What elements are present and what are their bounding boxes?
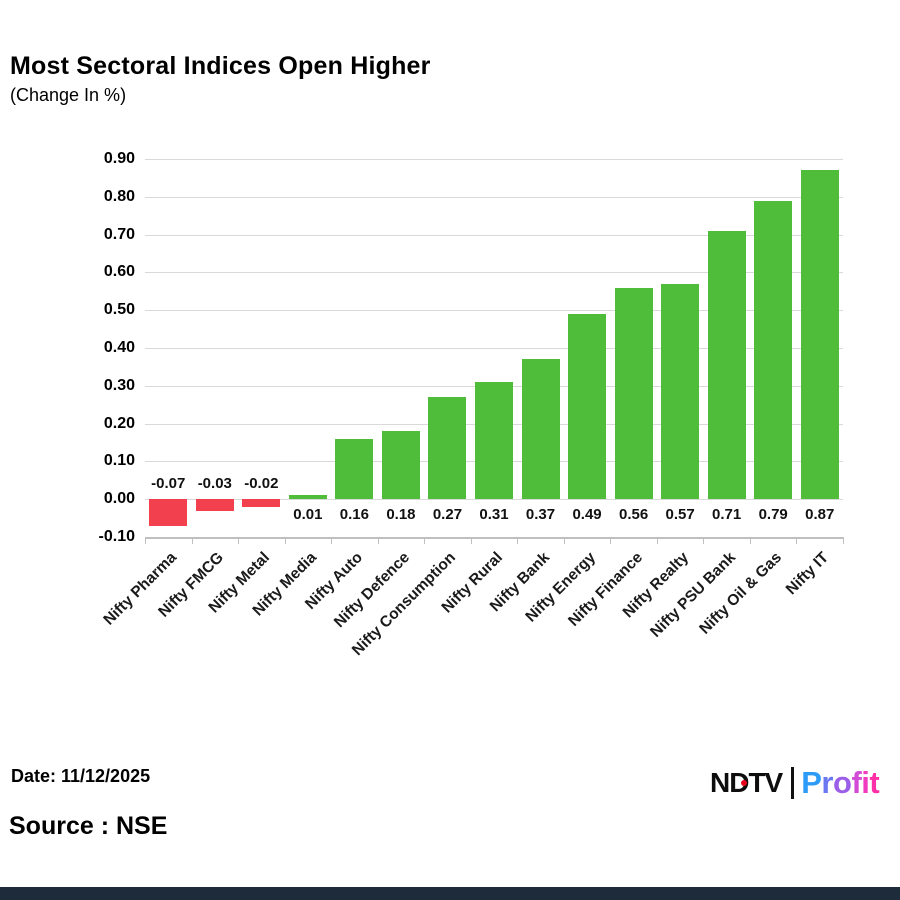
bar (381, 431, 420, 500)
bar-value-label: 0.18 (386, 506, 416, 524)
bar (288, 495, 327, 500)
x-axis-tick (191, 537, 193, 544)
bar (707, 230, 746, 500)
bar (149, 499, 188, 526)
bar (661, 283, 700, 500)
y-axis-tick-label: 0.10 (103, 452, 135, 470)
x-axis-tick (656, 537, 658, 544)
x-axis-tick (145, 537, 146, 544)
y-axis-tick-label: -0.10 (98, 528, 135, 545)
y-axis-tick-label: 0.80 (103, 187, 135, 205)
y-axis-tick-label: 0.30 (103, 376, 135, 394)
gridline (145, 159, 843, 160)
x-axis-tick (749, 537, 751, 544)
profit-letter: P (801, 765, 822, 800)
bar-value-label: 0.56 (618, 506, 649, 524)
bar (568, 313, 607, 500)
gridline (145, 348, 843, 349)
bar-value-label: 0.16 (339, 506, 369, 524)
y-axis-tick-label: 0.20 (103, 414, 135, 432)
bar-value-label: 0.31 (479, 506, 509, 524)
footer-accent-bar (0, 887, 900, 900)
x-axis-tick (517, 537, 519, 544)
profit-letter: f (851, 765, 862, 800)
y-axis-tick-label: 0.00 (103, 490, 135, 508)
profit-letter: t (869, 765, 880, 800)
gridline (145, 234, 843, 236)
bar (754, 200, 793, 500)
bar (521, 359, 560, 500)
bar (475, 382, 513, 500)
sectoral-indices-bar-chart: 0.90 0.80 0.70 0.60 0.50 0.40 0.30 0.20 0.10 0.00… (98, 150, 844, 659)
gridline (145, 196, 843, 198)
x-axis-tick (470, 537, 472, 544)
bar (195, 499, 234, 511)
x-axis-tick (424, 537, 426, 544)
y-axis-tick-label: 0.60 (103, 263, 135, 281)
bar (800, 170, 839, 500)
bar-value-label: 0.37 (525, 506, 556, 524)
bar-value-label: 0.01 (293, 506, 323, 524)
x-axis-tick (563, 537, 565, 544)
y-axis-tick-label: 0.50 (103, 301, 135, 319)
bar (428, 397, 467, 500)
bar (242, 499, 281, 507)
chart-title: Most Sectoral Indices Open Higher (10, 52, 431, 80)
ndtv-wordmark: NDTV (710, 767, 783, 798)
x-axis-line (145, 537, 843, 539)
y-axis-tick-label: 0.40 (103, 339, 135, 356)
y-axis-tick-label: 0.70 (103, 225, 135, 243)
gridline (145, 272, 843, 274)
source-label: Source : NSE (9, 812, 168, 840)
date-label: Date: 11/12/2025 (11, 766, 151, 786)
gridline (145, 499, 843, 501)
logo-separator (791, 767, 795, 799)
x-axis-tick (843, 537, 844, 544)
x-axis-tick (377, 537, 379, 544)
ndtv-red-dot-icon (741, 780, 747, 786)
profit-letter: r (821, 765, 833, 800)
bar-value-label: 0.49 (572, 506, 602, 524)
x-axis-tick (238, 537, 240, 544)
gridline (145, 310, 843, 312)
x-axis-tick (703, 537, 705, 544)
profit-wordmark: Profit (801, 765, 879, 801)
bar-value-label: 0.27 (432, 506, 463, 524)
bar-value-label: -0.07 (151, 475, 186, 493)
x-axis-tick (610, 537, 612, 544)
bar-value-label: -0.02 (244, 475, 279, 493)
x-axis-tick (796, 537, 798, 544)
profit-letter: o (833, 765, 852, 800)
bar (335, 438, 374, 500)
bar-value-label: 0.57 (665, 506, 695, 524)
bar-value-label: 0.79 (758, 506, 788, 524)
bar (614, 287, 653, 500)
bar-value-label: 0.87 (805, 506, 835, 524)
profit-letter: i (861, 765, 870, 800)
ndtv-profit-logo: NDTV Profit (710, 763, 880, 803)
x-axis-tick (331, 537, 333, 544)
chart-subtitle: (Change In %) (10, 85, 127, 105)
bar-value-label: -0.03 (197, 475, 232, 493)
y-axis-tick-label: 0.90 (103, 150, 135, 167)
x-axis-tick (284, 537, 286, 544)
bar-value-label: 0.71 (712, 506, 742, 524)
